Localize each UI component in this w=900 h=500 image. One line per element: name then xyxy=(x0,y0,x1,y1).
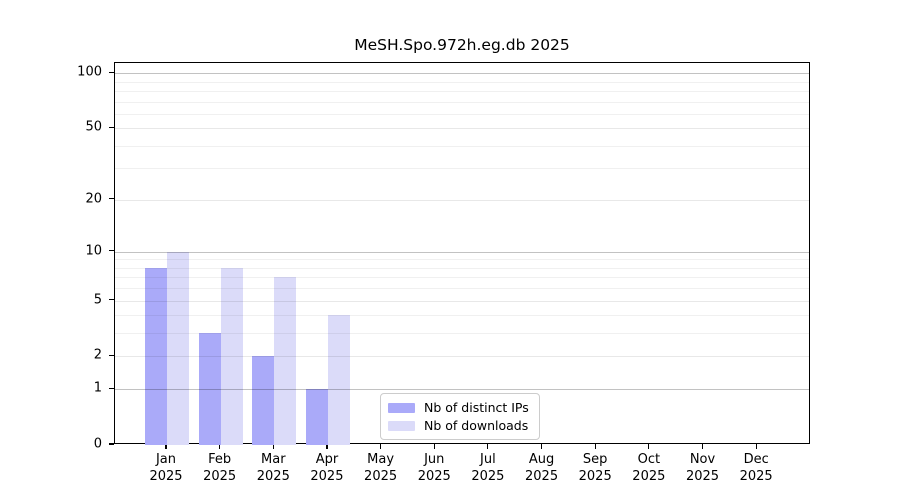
y-tick-label-0: 0 xyxy=(93,436,102,452)
y-tick-label-10: 10 xyxy=(85,243,102,259)
x-tick-mark-aug xyxy=(540,444,543,449)
x-tick-mark-jul xyxy=(487,444,489,449)
x-tick-month: Nov xyxy=(689,452,716,467)
x-tick-label-nov: Nov 2025 xyxy=(668,451,738,485)
bar-apr-series2 xyxy=(327,315,350,445)
x-tick-month: Jul xyxy=(480,452,496,467)
plot-area: Nb of distinct IPs Nb of downloads xyxy=(114,62,810,445)
x-tick-mark-apr xyxy=(326,444,328,449)
y-tick-label-2: 2 xyxy=(93,347,102,363)
y-tick-mark-10 xyxy=(109,250,114,252)
legend: Nb of distinct IPs Nb of downloads xyxy=(380,393,540,440)
x-tick-year: 2025 xyxy=(578,469,612,484)
legend-label-2: Nb of downloads xyxy=(424,418,529,433)
legend-swatch-1 xyxy=(388,402,415,413)
x-tick-label-may: May 2025 xyxy=(346,451,416,485)
y-tick-label-20: 20 xyxy=(85,191,102,207)
x-tick-month: Jan xyxy=(155,452,177,467)
y-tick-mark-20 xyxy=(109,198,114,200)
x-tick-year: 2025 xyxy=(685,469,720,484)
y-tick-mark-2 xyxy=(109,354,114,357)
x-tick-month: Jun xyxy=(424,452,445,467)
x-tick-year: 2025 xyxy=(739,469,773,484)
x-tick-month: Mar xyxy=(261,452,286,467)
bar-mar-series2 xyxy=(274,277,297,445)
bar-feb-series2 xyxy=(220,267,243,445)
x-tick-month: Dec xyxy=(743,452,769,467)
x-tick-mark-oct xyxy=(648,444,650,449)
legend-item-2: Nb of downloads xyxy=(388,418,529,433)
y-axis: 0 1 2 5 10 20 50 100 xyxy=(0,62,114,452)
x-tick-label-mar: Mar 2025 xyxy=(238,451,308,485)
x-tick-mark-dec xyxy=(755,444,757,449)
x-tick-label-dec: Dec 2025 xyxy=(721,451,791,485)
y-tick-label-5: 5 xyxy=(93,292,102,308)
x-tick-label-jun: Jun 2025 xyxy=(399,451,469,485)
x-tick-month: Apr xyxy=(315,452,339,467)
x-tick-year: 2025 xyxy=(525,469,559,484)
bar-apr-series1 xyxy=(305,389,328,445)
legend-label-1: Nb of distinct IPs xyxy=(424,400,529,415)
legend-swatch-2 xyxy=(388,420,415,431)
y-tick-label-50: 50 xyxy=(85,119,102,135)
x-tick-label-jul: Jul 2025 xyxy=(453,451,523,485)
x-tick-year: 2025 xyxy=(471,469,505,484)
y-tick-mark-1 xyxy=(109,387,114,389)
x-tick-month: Oct xyxy=(637,452,661,467)
x-tick-month: Aug xyxy=(528,452,555,467)
bar-jan-series2 xyxy=(167,251,189,445)
x-tick-mark-nov xyxy=(701,444,704,449)
bar-jan-series1 xyxy=(145,267,167,445)
x-tick-year: 2025 xyxy=(417,469,451,484)
x-tick-year: 2025 xyxy=(632,469,666,484)
x-tick-year: 2025 xyxy=(203,469,237,484)
y-tick-mark-0 xyxy=(109,443,114,445)
x-tick-label-feb: Feb 2025 xyxy=(185,451,255,485)
x-tick-year: 2025 xyxy=(310,469,344,484)
x-tick-mark-may xyxy=(380,444,382,449)
x-tick-mark-mar xyxy=(272,444,274,449)
legend-item-1: Nb of distinct IPs xyxy=(388,400,529,415)
bar-mar-series1 xyxy=(252,356,275,445)
y-tick-mark-5 xyxy=(109,299,114,301)
x-tick-year: 2025 xyxy=(256,469,290,484)
x-tick-label-apr: Apr 2025 xyxy=(292,451,362,485)
y-tick-label-100: 100 xyxy=(77,64,102,80)
x-tick-mark-jan xyxy=(165,444,167,449)
x-tick-label-oct: Oct 2025 xyxy=(614,451,684,485)
chart-title: MeSH.Spo.972h.eg.db 2025 xyxy=(354,36,570,54)
x-tick-label-jan: Jan 2025 xyxy=(131,451,201,485)
x-tick-label-sep: Sep 2025 xyxy=(560,451,630,485)
x-tick-month: Sep xyxy=(582,452,608,467)
x-axis: Jan 2025 Feb 2025 Mar 2025 Apr 2025 May 2025 Jun 20… xyxy=(114,444,810,500)
x-tick-month: May xyxy=(367,452,395,467)
y-tick-label-1: 1 xyxy=(93,380,102,396)
y-tick-mark-100 xyxy=(109,71,114,73)
x-tick-mark-jun xyxy=(433,444,435,449)
x-tick-mark-feb xyxy=(219,444,221,449)
bar-feb-series1 xyxy=(198,333,221,445)
x-tick-label-aug: Aug 2025 xyxy=(507,451,577,485)
bars-layer xyxy=(115,63,809,445)
y-tick-mark-50 xyxy=(109,126,114,128)
x-tick-year: 2025 xyxy=(364,469,398,484)
x-tick-year: 2025 xyxy=(149,469,183,484)
x-tick-mark-sep xyxy=(594,444,596,449)
x-tick-month: Feb xyxy=(208,452,232,467)
